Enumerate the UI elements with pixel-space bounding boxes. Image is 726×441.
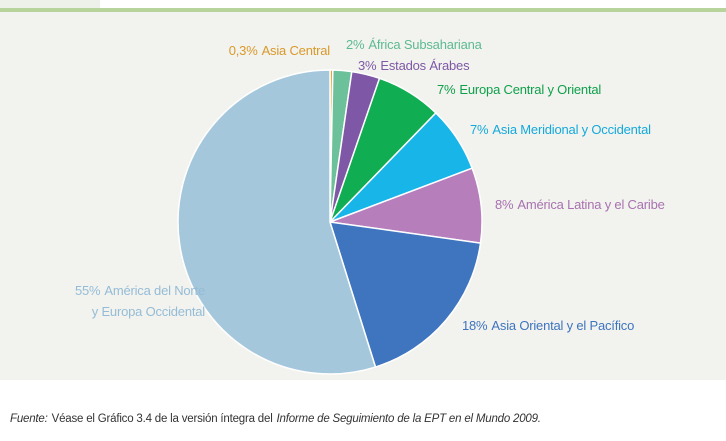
category-label: Estados Árabes <box>380 57 470 73</box>
slice-label: 7% Asia Meridional y Occidental <box>470 119 651 140</box>
slice-label: 18% Asia Oriental y el Pacífico <box>462 315 634 336</box>
value-label: 2% <box>346 36 365 52</box>
slice-label: 55% América del Norte y Europa Occidental <box>75 280 205 322</box>
value-label: 8% <box>495 196 514 212</box>
value-label: 55% <box>74 283 101 298</box>
pie-slice <box>328 221 482 368</box>
category-label: Europa Central y Oriental <box>459 81 602 97</box>
note-label: Fuente: <box>10 413 48 425</box>
note-text: Véase el Gráfico 3.4 de la versión ínteg… <box>51 413 273 425</box>
slice-label: 2% África Subsahariana <box>346 34 482 55</box>
slice-label: 7% Europa Central y Oriental <box>437 79 601 100</box>
value-label: 18% <box>462 317 488 333</box>
source-note: Fuente: Véase el Gráfico 3.4 de la versió… <box>10 413 541 425</box>
slice-label: 0,3% Asia Central <box>229 40 330 61</box>
category-label: África Subsahariana <box>368 36 482 52</box>
category-label: América Latina y el Caribe <box>517 196 665 212</box>
value-label: 0,3% <box>228 42 258 58</box>
value-label: 7% <box>437 81 456 97</box>
category-label: América del Norte y Europa Occidental <box>91 283 205 319</box>
slice-label: 8% América Latina y el Caribe <box>495 194 665 215</box>
slice-label: 3% Estados Árabes <box>358 55 470 76</box>
corner <box>0 0 100 8</box>
pie-slice <box>177 69 377 375</box>
category-label: Asia Central <box>261 42 331 58</box>
category-label: Asia Oriental y el Pacífico <box>491 317 635 333</box>
category-label: Asia Meridional y Occidental <box>492 121 651 137</box>
note-source: Informe de Seguimiento de la EPT en el M… <box>276 413 541 425</box>
value-label: 3% <box>358 57 377 73</box>
value-label: 7% <box>470 121 489 137</box>
